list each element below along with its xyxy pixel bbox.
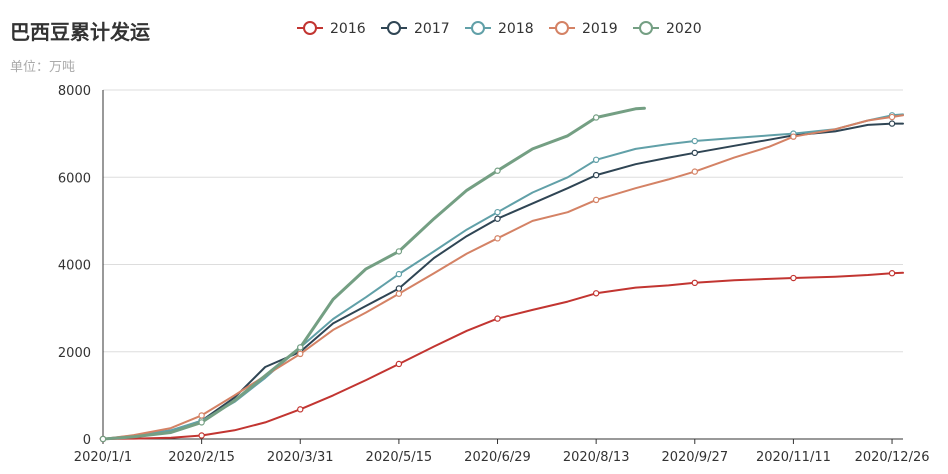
- series-point-2020: [395, 248, 403, 255]
- grid-lines: [103, 89, 903, 353]
- series-point-2016: [888, 270, 896, 277]
- axes: 0 2000 4000 6000 8000 2020/1/1 2020/2/15 2020/3…: [58, 84, 930, 465]
- series-point-2016: [790, 274, 797, 282]
- series-point-2016: [297, 406, 304, 413]
- series-point-2019: [297, 350, 304, 358]
- series-point-2019: [395, 290, 403, 297]
- series-2018: [99, 112, 904, 443]
- series-2019: [99, 113, 904, 443]
- legend-item-2017[interactable]: 2017: [381, 21, 450, 37]
- series-point-2019: [592, 196, 600, 204]
- x-tick-label: 2020/1/1: [74, 450, 132, 465]
- series-point-2019: [494, 235, 501, 242]
- series-point-2018: [494, 208, 501, 216]
- series-2016: [99, 270, 904, 443]
- x-tick-label: 2020/9/27: [661, 450, 728, 465]
- series-line-2016: [102, 271, 904, 440]
- chart-subtitle: 单位：万吨: [10, 60, 76, 75]
- legend-label: 2016: [330, 21, 366, 37]
- series-group: [99, 106, 904, 443]
- y-tick-label: 0: [83, 433, 91, 448]
- series-point-2020: [99, 435, 107, 443]
- series-point-2018: [395, 270, 403, 278]
- series-point-2020: [297, 344, 304, 351]
- x-tick-label: 2020/5/15: [366, 450, 433, 465]
- series-point-2020: [592, 114, 600, 121]
- series-point-2019: [888, 113, 896, 121]
- legend-label: 2019: [582, 21, 618, 37]
- series-point-2019: [790, 133, 797, 140]
- legend-item-2019[interactable]: 2019: [549, 21, 618, 37]
- legend-item-2018[interactable]: 2018: [465, 21, 534, 37]
- series-point-2019: [198, 412, 205, 419]
- series-line-2018: [102, 113, 904, 440]
- y-tick-label: 6000: [58, 171, 91, 186]
- series-point-2016: [395, 360, 403, 368]
- x-tick-label: 2020/3/31: [267, 450, 334, 465]
- series-point-2018: [592, 156, 600, 163]
- y-tick-label: 4000: [58, 259, 91, 274]
- x-tick-label: 2020/12/26: [855, 450, 930, 465]
- series-line-2020: [101, 106, 646, 441]
- chart-title: 巴西豆累计发运: [10, 20, 150, 44]
- legend-marker: [387, 21, 401, 35]
- x-tick-label: 2020/2/15: [168, 450, 235, 465]
- legend-marker: [555, 21, 569, 35]
- series-line-2017: [102, 122, 904, 440]
- series-point-2017: [592, 171, 600, 179]
- legend-label: 2017: [414, 21, 450, 37]
- y-tick-label: 2000: [58, 346, 91, 361]
- x-tick-label: 2020/6/29: [464, 450, 531, 465]
- legend-label: 2020: [666, 21, 702, 37]
- x-tick-label: 2020/11/11: [756, 450, 831, 465]
- series-point-2016: [198, 432, 205, 439]
- series-point-2017: [691, 149, 698, 157]
- series-2020: [99, 106, 646, 443]
- series-point-2020: [198, 419, 205, 426]
- legend[interactable]: 2016 2017 2018 2019 2020: [297, 21, 702, 37]
- legend-label: 2018: [498, 21, 534, 37]
- series-point-2016: [691, 279, 698, 287]
- legend-marker: [639, 21, 653, 35]
- series-point-2016: [494, 315, 501, 322]
- series-point-2017: [888, 120, 896, 127]
- series-point-2017: [494, 215, 501, 222]
- series-point-2019: [691, 168, 698, 175]
- y-tick-label: 8000: [58, 84, 91, 99]
- series-point-2018: [691, 137, 698, 145]
- legend-marker: [303, 21, 317, 35]
- series-line-2019: [102, 114, 904, 440]
- legend-item-2020[interactable]: 2020: [633, 21, 702, 37]
- series-point-2017: [395, 285, 403, 292]
- legend-item-2016[interactable]: 2016: [297, 21, 366, 37]
- series-point-2016: [592, 290, 600, 297]
- x-tick-label: 2020/8/13: [563, 450, 630, 465]
- series-point-2020: [494, 167, 501, 174]
- legend-marker: [471, 21, 485, 35]
